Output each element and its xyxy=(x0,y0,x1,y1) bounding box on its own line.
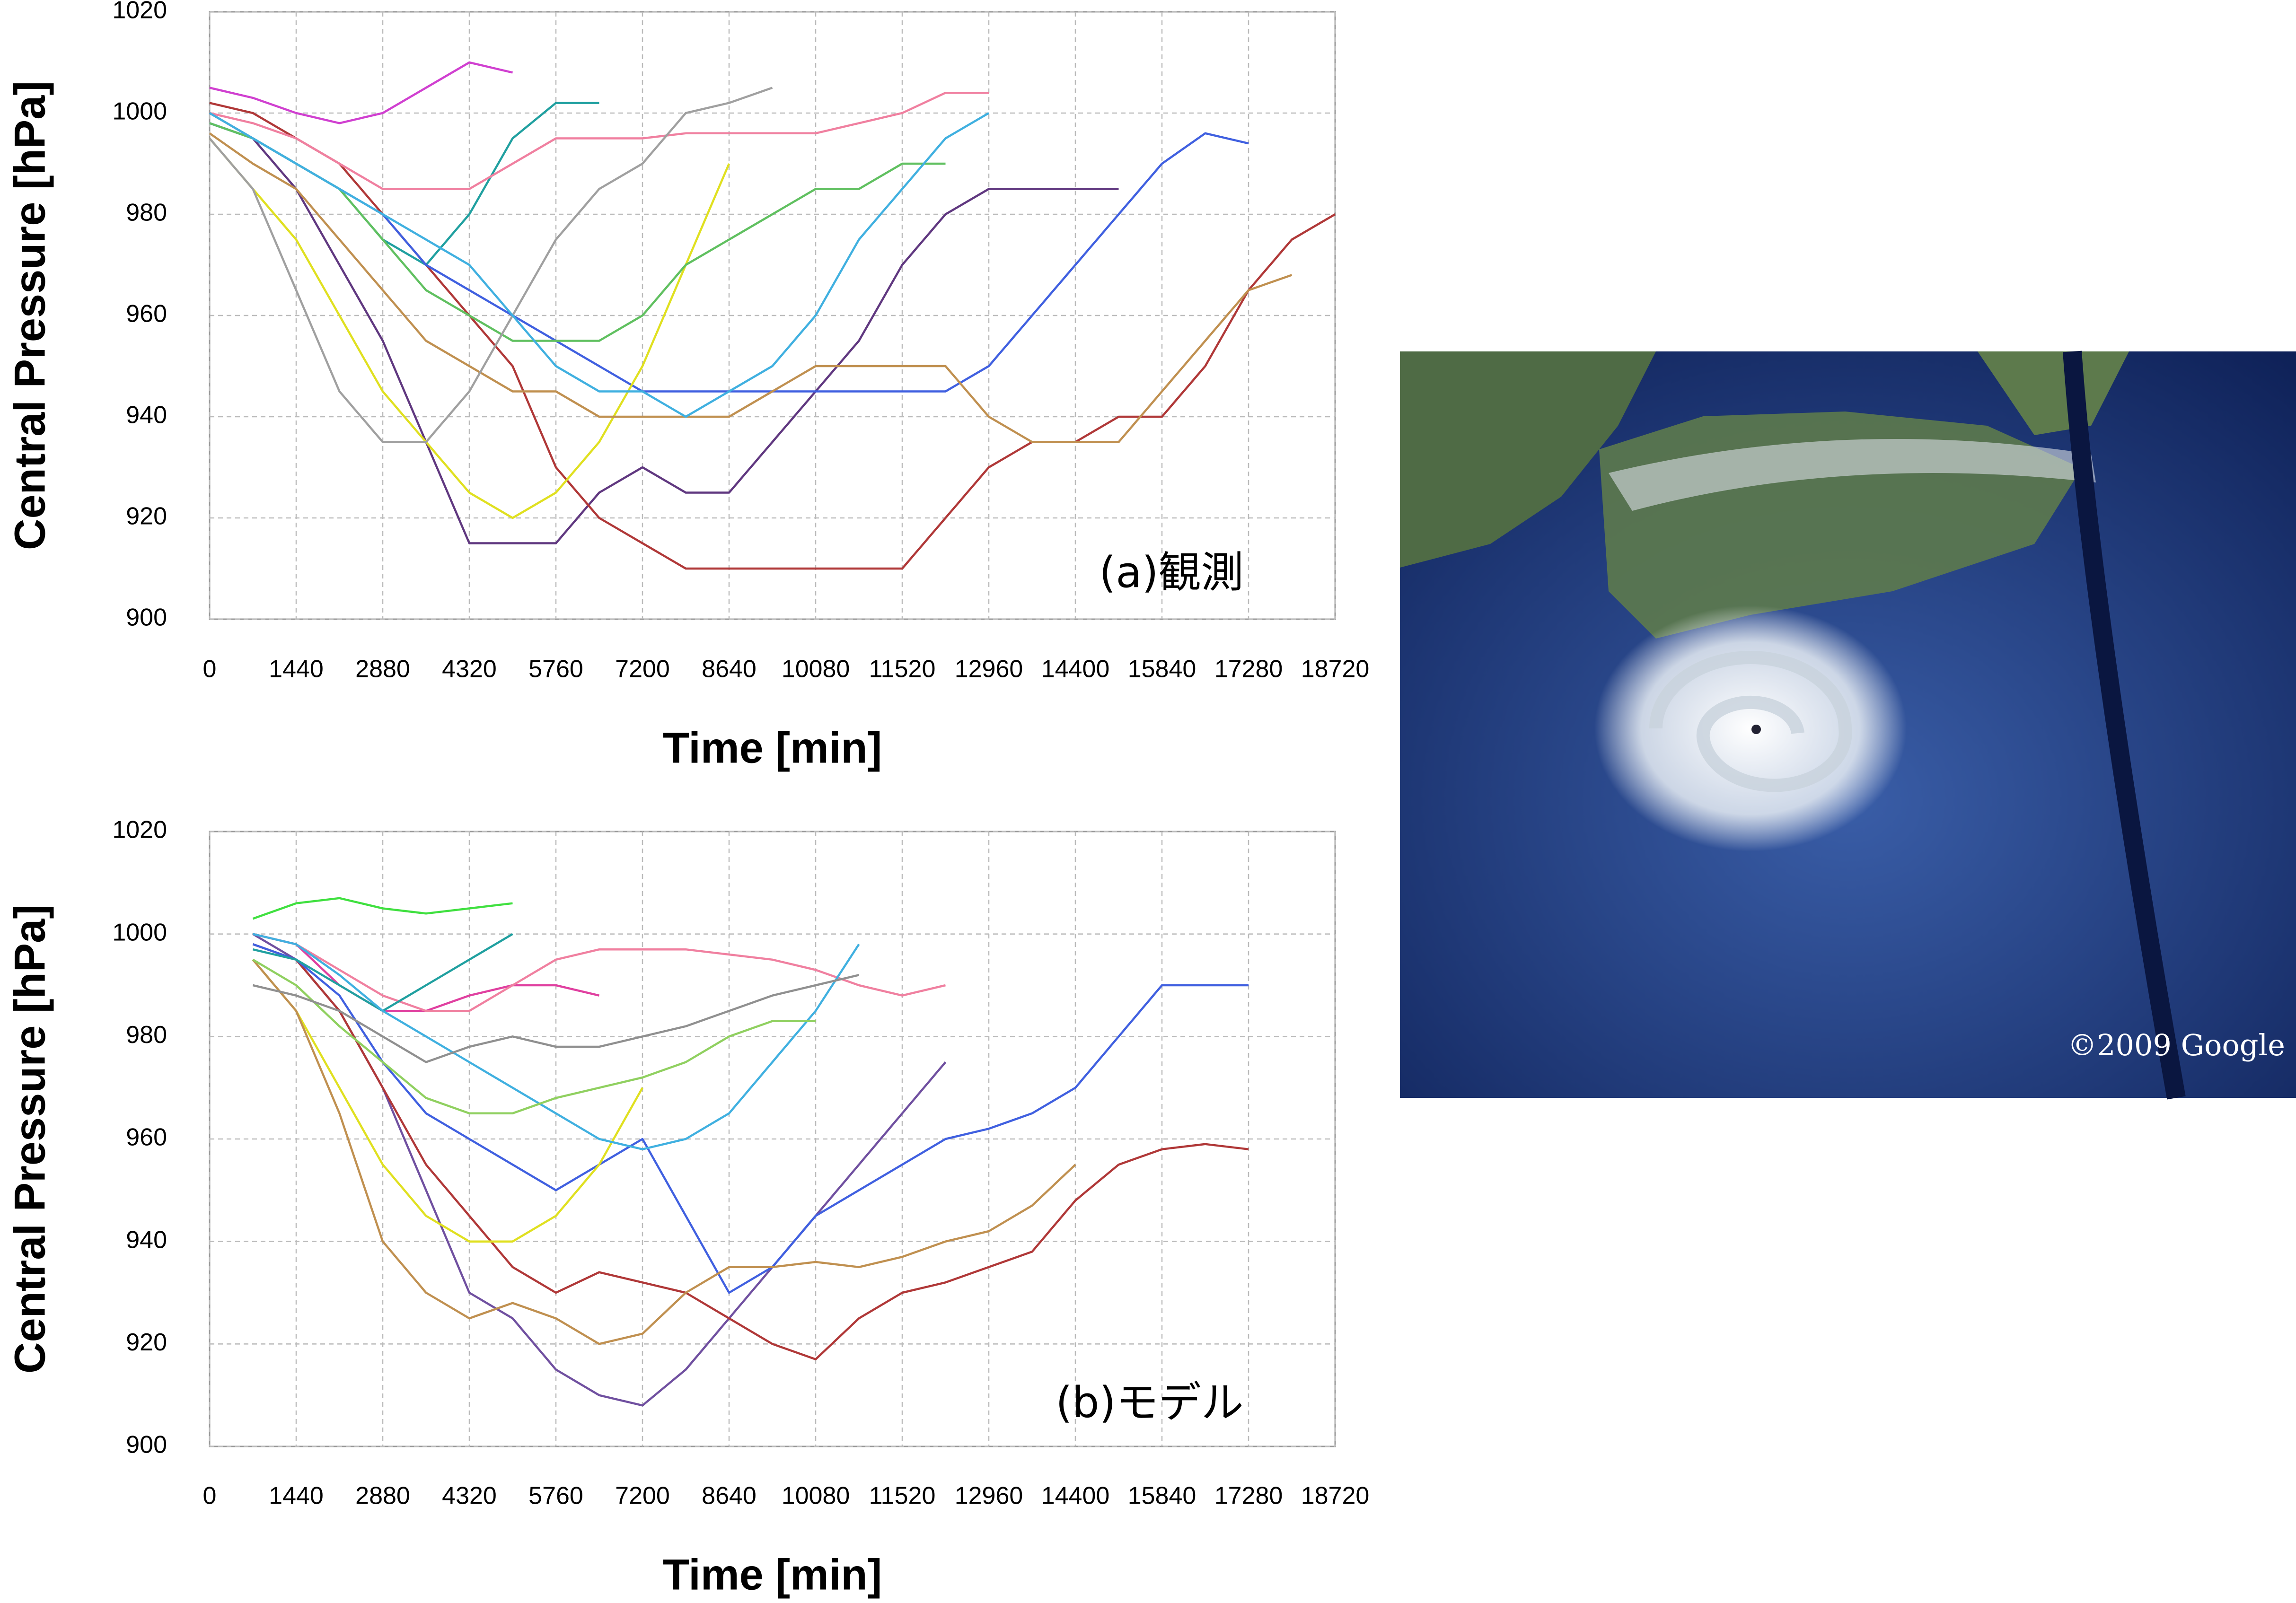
x-tick-label: 18720 xyxy=(1301,1482,1370,1510)
series-line xyxy=(209,61,513,124)
y-tick-label: 940 xyxy=(126,402,167,429)
x-axis-title: Time [min] xyxy=(663,1550,882,1599)
y-tick-label: 960 xyxy=(126,300,167,328)
spiral xyxy=(1649,651,1852,792)
x-tick-label: 4320 xyxy=(442,1482,497,1510)
chart: 900 920 940 960 980 1000 1020 0 1440 2880 4320 5760… xyxy=(6,816,1369,1599)
y-tick-label: 920 xyxy=(126,1329,167,1356)
watermark: ©2009 Google xyxy=(2067,1028,2285,1062)
x-tick-label: 5760 xyxy=(528,656,583,683)
series-line xyxy=(209,112,990,418)
x-tick-label: 11520 xyxy=(869,656,936,683)
annotation: (b)モデル xyxy=(1056,1378,1243,1428)
x-tick-label: 18720 xyxy=(1301,656,1370,683)
series-line xyxy=(252,897,513,920)
series-line xyxy=(252,933,946,1012)
x-tick-label: 14400 xyxy=(1041,1482,1110,1510)
x-tick-label: 17280 xyxy=(1214,656,1283,683)
series-line xyxy=(252,974,860,1063)
x-tick-label: 4320 xyxy=(442,656,497,683)
y-tick-label: 1000 xyxy=(112,919,167,946)
series-line xyxy=(252,943,1249,1294)
x-tick-label: 2880 xyxy=(355,1482,410,1510)
y-tick-label: 900 xyxy=(126,1431,167,1459)
series-line xyxy=(209,132,1293,443)
y-tick-label: 900 xyxy=(126,604,167,631)
land xyxy=(1978,351,2129,435)
x-axis-title: Time [min] xyxy=(663,724,882,772)
y-tick-label: 1020 xyxy=(112,0,167,24)
series-line xyxy=(209,112,1119,544)
x-tick-label: 5760 xyxy=(528,1482,583,1510)
trench xyxy=(2063,350,2186,1100)
series-line xyxy=(209,138,730,519)
y-tick-label: 1000 xyxy=(112,98,167,125)
y-axis-title: Central Pressure [hPa] xyxy=(6,81,54,550)
x-tick-label: 10080 xyxy=(782,656,850,683)
y-tick-label: 1020 xyxy=(112,816,167,844)
typhoon xyxy=(1594,605,1907,851)
x-tick-label: 12960 xyxy=(955,1482,1023,1510)
series-line xyxy=(252,943,1249,1361)
y-tick-label: 940 xyxy=(126,1226,167,1253)
x-tick-label: 0 xyxy=(203,656,217,683)
x-tick-label: 7200 xyxy=(615,656,670,683)
land xyxy=(1400,351,1656,568)
series-line xyxy=(209,87,773,443)
x-tick-label: 14400 xyxy=(1041,656,1110,683)
x-tick-label: 1440 xyxy=(269,1482,324,1510)
x-tick-label: 8640 xyxy=(702,656,757,683)
y-tick-label: 960 xyxy=(126,1124,167,1151)
y-tick-label: 980 xyxy=(126,199,167,227)
x-tick-label: 12960 xyxy=(955,656,1023,683)
x-tick-label: 2880 xyxy=(355,656,410,683)
x-tick-label: 8640 xyxy=(702,1482,757,1510)
series-line xyxy=(252,933,860,1150)
y-tick-label: 980 xyxy=(126,1021,167,1049)
cloud-band xyxy=(1609,439,2096,511)
satellite-image: ©2009 Google xyxy=(1400,350,2296,1100)
y-tick-label: 920 xyxy=(126,503,167,530)
series-line xyxy=(252,959,643,1243)
typhoon-eye xyxy=(1751,725,1761,734)
y-axis-title: Central Pressure [hPa] xyxy=(6,904,54,1374)
series-line xyxy=(252,958,816,1115)
x-tick-label: 0 xyxy=(203,1482,217,1510)
x-tick-label: 15840 xyxy=(1128,656,1196,683)
x-tick-label: 11520 xyxy=(869,1482,936,1510)
x-tick-label: 10080 xyxy=(782,1482,850,1510)
chart: 900 920 940 960 980 1000 1020 0 1440 2880 4320 5760… xyxy=(6,0,1369,772)
annotation: (a)観測 xyxy=(1099,548,1243,597)
x-tick-label: 17280 xyxy=(1214,1482,1283,1510)
x-tick-label: 1440 xyxy=(269,656,324,683)
x-tick-label: 15840 xyxy=(1128,1482,1196,1510)
x-tick-label: 7200 xyxy=(615,1482,670,1510)
series-line xyxy=(252,959,1076,1345)
series-line xyxy=(209,91,989,190)
